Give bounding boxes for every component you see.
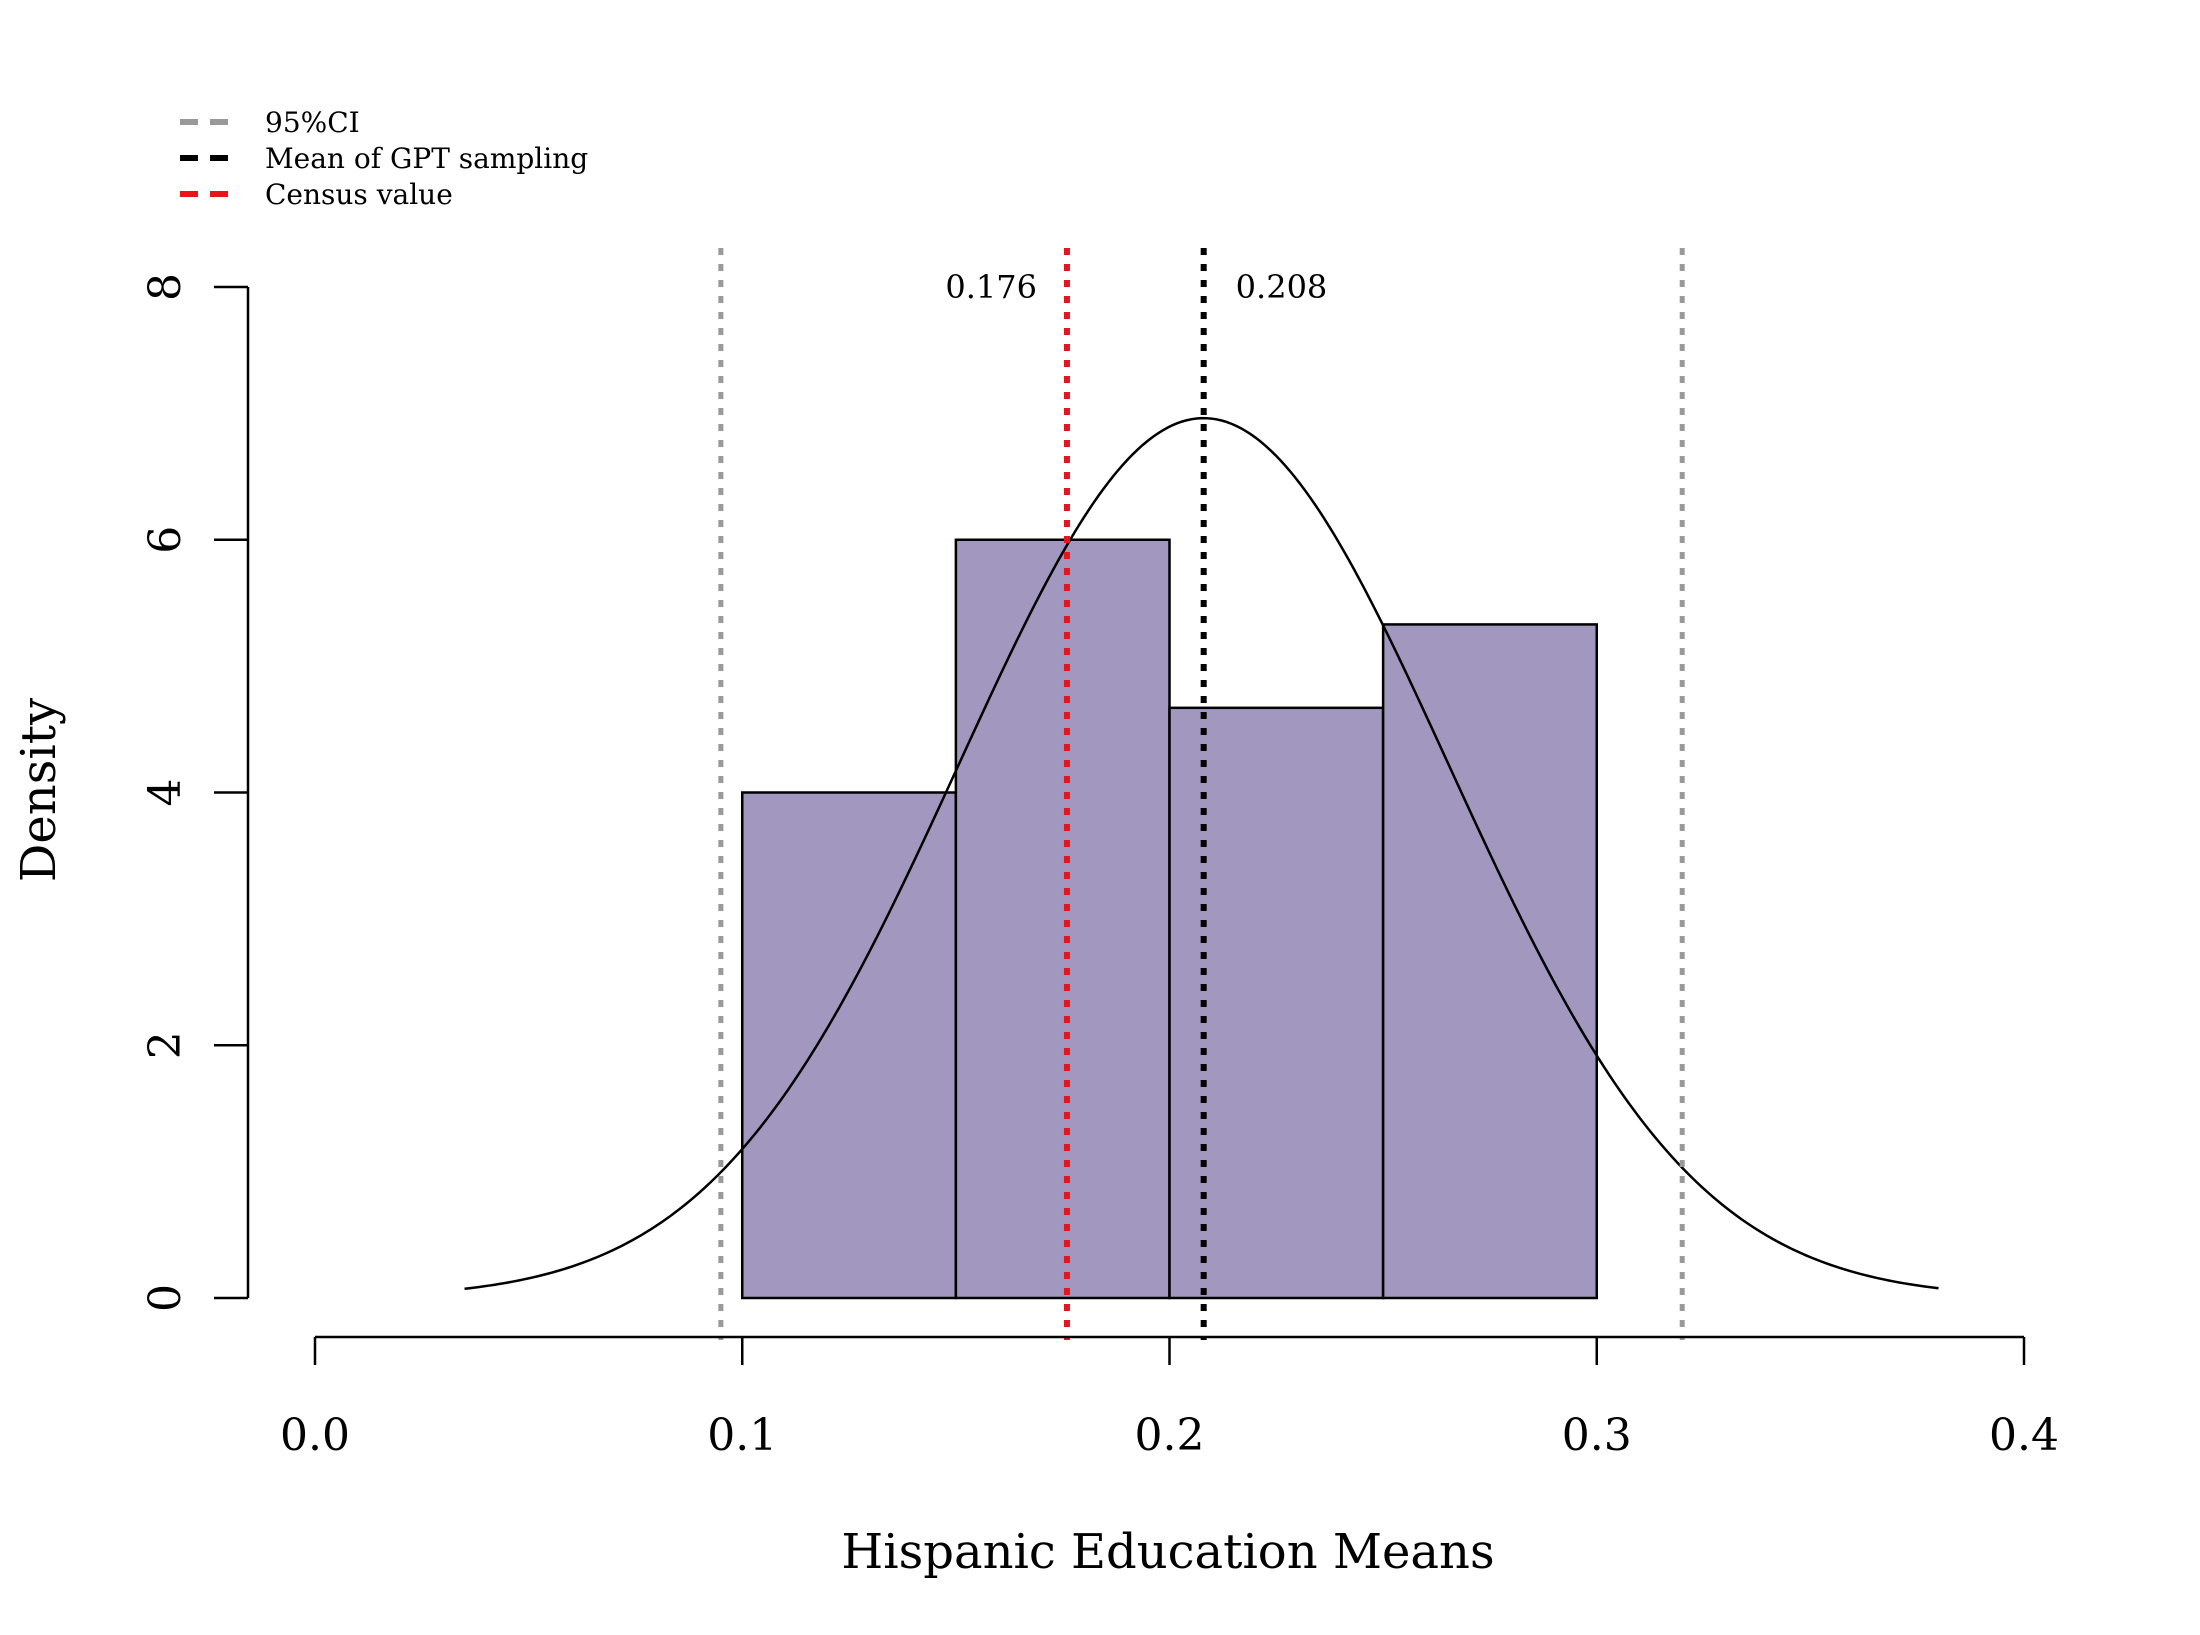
x-tick-label-0.3: 0.3 — [1562, 1410, 1632, 1461]
legend-label-2: Mean of GPT sampling — [265, 142, 588, 175]
x-tick-label-0.4: 0.4 — [1989, 1410, 2059, 1461]
x-tick-label-0.1: 0.1 — [707, 1410, 777, 1461]
histogram-bar-2 — [954, 538, 1171, 1300]
census-value-label: 0.176 — [945, 268, 1037, 306]
gpt-mean-value-label: 0.208 — [1236, 268, 1328, 306]
normal-curve-layer — [464, 416, 1939, 1291]
axes: 0.0 0.1 0.2 0.3 0.4 0 2 4 6 8 — [140, 273, 2059, 1461]
histogram-bars — [741, 538, 1598, 1300]
legend-label-3: Census value — [265, 178, 453, 211]
x-tick-label-0.2: 0.2 — [1135, 1410, 1205, 1461]
legend-label-1: 95%CI — [265, 106, 360, 139]
reference-lines: 0.208 0.176 — [718, 248, 1685, 1340]
y-axis-title: Density — [11, 698, 67, 882]
y-tick-label-6: 6 — [140, 526, 191, 554]
normal-density-curve — [464, 416, 1939, 1291]
y-tick-label-0: 0 — [140, 1284, 191, 1312]
histogram-bar-4 — [1381, 623, 1598, 1300]
y-tick-label-2: 2 — [140, 1031, 191, 1059]
y-tick-label-8: 8 — [140, 273, 191, 301]
y-tick-label-4: 4 — [140, 779, 191, 807]
histogram-bar-1 — [741, 791, 958, 1300]
x-tick-label-0.0: 0.0 — [280, 1410, 350, 1461]
x-axis-title: Hispanic Education Means — [841, 1524, 1494, 1580]
